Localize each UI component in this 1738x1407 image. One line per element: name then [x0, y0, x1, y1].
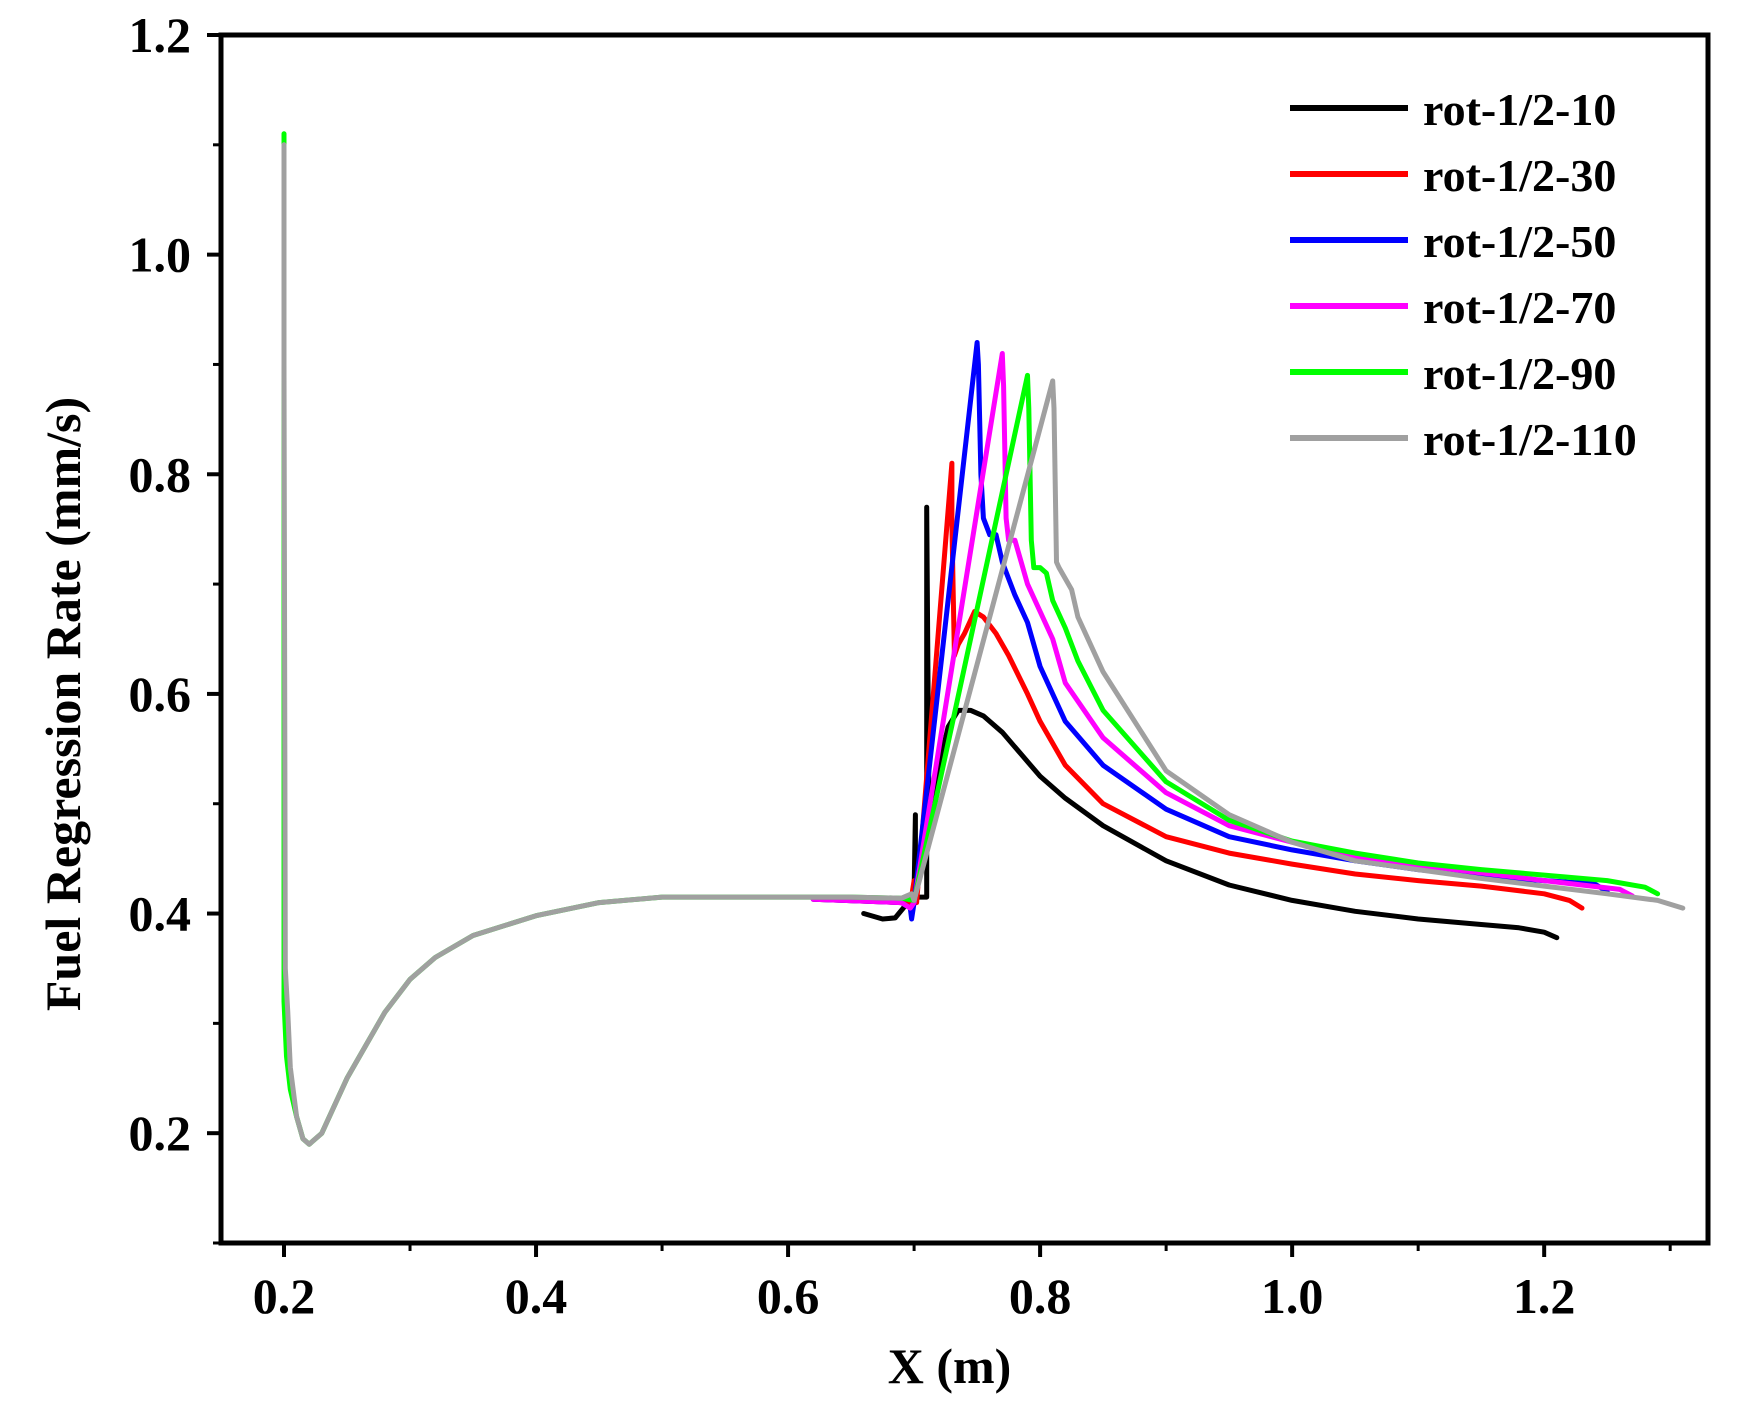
- x-tick-label: 1.2: [1513, 1268, 1576, 1324]
- x-tick-label: 0.2: [253, 1268, 316, 1324]
- series-line-6: [281, 142, 1686, 1147]
- legend-label: rot-1/2-50: [1423, 216, 1616, 267]
- legend-label: rot-1/2-30: [1423, 150, 1616, 201]
- legend-label: rot-1/2-70: [1423, 282, 1616, 333]
- y-tick-label: 0.2: [129, 1105, 192, 1161]
- legend: rot-1/2-10 rot-1/2-30 rot-1/2-50 rot-1/2-70…: [1290, 84, 1637, 465]
- x-tick-label: 0.4: [505, 1268, 568, 1324]
- x-tick-label: 0.8: [1009, 1268, 1072, 1324]
- y-tick-label: 1.0: [129, 227, 192, 283]
- legend-label: rot-1/2-90: [1423, 348, 1616, 399]
- plot-frame: [218, 32, 1711, 1246]
- y-tick-label: 1.2: [129, 7, 192, 63]
- legend-label: rot-1/2-10: [1423, 84, 1616, 135]
- y-tick-label: 0.8: [129, 446, 192, 502]
- x-axis-label: X (m): [888, 1338, 1012, 1394]
- series-layer: [281, 131, 1686, 1147]
- y-tick-label: 0.4: [129, 886, 192, 942]
- series-line-1: [861, 504, 1560, 941]
- y-axis: 0.2 0.4 0.6 0.8 1.0 1.2: [129, 7, 221, 1245]
- legend-label: rot-1/2-110: [1423, 414, 1637, 465]
- y-axis-label: Fuel Regression Rate (mm/s): [35, 397, 91, 1011]
- y-tick-label: 0.6: [129, 666, 192, 722]
- x-tick-label: 1.0: [1261, 1268, 1324, 1324]
- x-tick-label: 0.6: [757, 1268, 820, 1324]
- x-axis: 0.2 0.4 0.6 0.8 1.0 1.2: [253, 1243, 1672, 1324]
